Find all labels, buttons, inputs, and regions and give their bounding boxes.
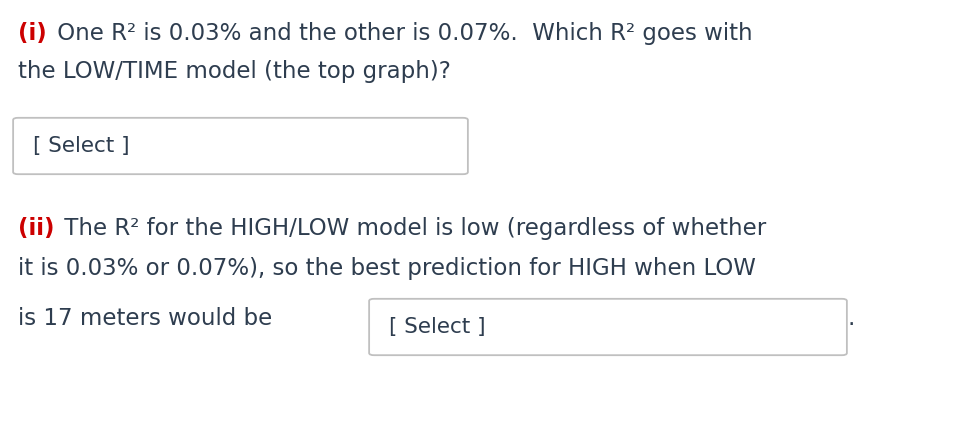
Text: is 17 meters would be: is 17 meters would be <box>18 307 272 330</box>
Text: [ Select ]: [ Select ] <box>32 136 129 156</box>
Text: One R² is 0.03% and the other is 0.07%.  Which R² goes with: One R² is 0.03% and the other is 0.07%. … <box>50 22 752 45</box>
Text: .: . <box>847 307 854 330</box>
Text: the LOW/TIME model (the top graph)?: the LOW/TIME model (the top graph)? <box>18 60 451 83</box>
Text: (i): (i) <box>18 22 47 45</box>
Text: [ Select ]: [ Select ] <box>388 317 485 337</box>
Text: The R² for the HIGH/LOW model is low (regardless of whether: The R² for the HIGH/LOW model is low (re… <box>57 217 766 240</box>
Text: it is 0.03% or 0.07%), so the best prediction for HIGH when LOW: it is 0.03% or 0.07%), so the best predi… <box>18 257 755 280</box>
Text: (ii): (ii) <box>18 217 55 240</box>
